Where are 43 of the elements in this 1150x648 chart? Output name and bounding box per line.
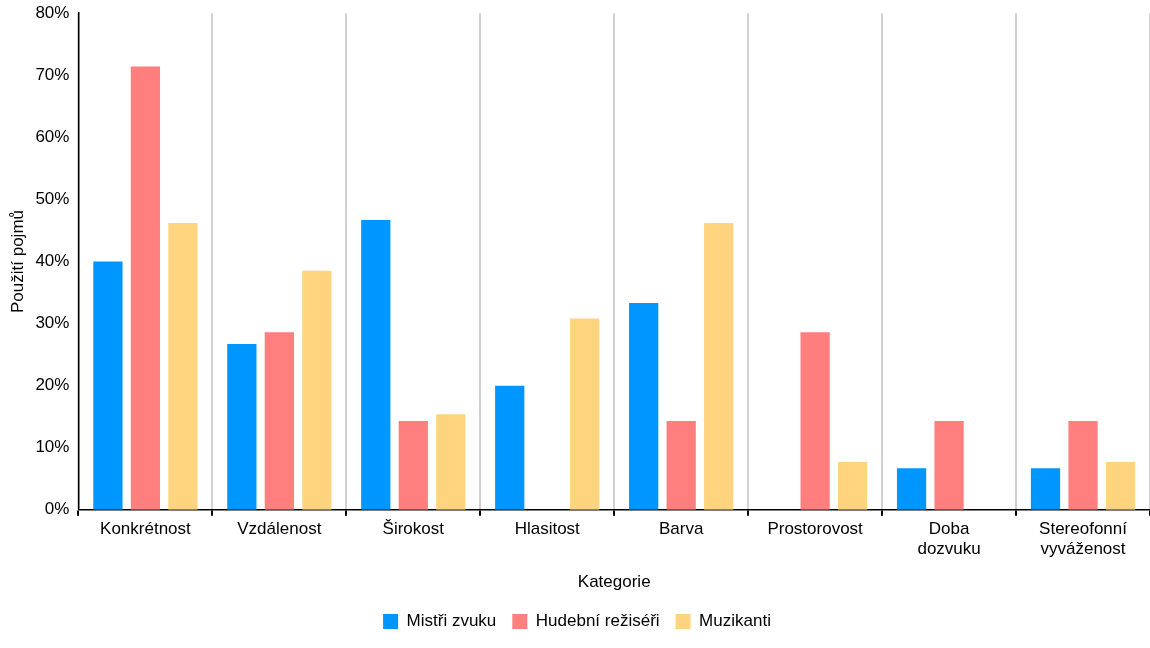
x-axis-title: Kategorie [577,572,651,592]
x-tick-label: Konkrétnost [100,518,192,538]
bar [398,421,428,510]
y-tick-label: 40% [35,251,70,271]
bar [934,421,964,510]
bar [896,468,927,510]
bar [495,385,525,510]
bar [704,223,734,510]
y-tick-label: 0% [44,499,70,519]
y-axis-title: Použití pojmů [7,210,27,313]
bar [1105,462,1136,510]
bar [629,303,659,510]
bar [1030,468,1061,510]
x-tick-label: Hlasitost [514,518,581,538]
bar [168,223,198,510]
bar [800,332,830,510]
bar [264,332,294,510]
x-tick-label: Doba dozvuku [917,518,981,559]
x-tick-label: Barva [658,518,704,538]
x-tick-label: Prostorovost [767,518,864,538]
x-tick-label: Stereofonní vyváženost [1039,518,1128,559]
bar [1068,421,1098,510]
y-tick-label: 80% [35,2,70,22]
y-tick-label: 50% [35,189,70,209]
y-tick-label: 60% [35,127,70,147]
bar [838,462,868,510]
x-tick-label: Vzdálenost [237,518,322,538]
y-tick-label: 20% [35,375,70,395]
bar [302,270,332,510]
bar [570,318,600,510]
legend-label: Mistři zvuku [406,611,497,631]
bar [436,414,466,510]
bar [227,344,257,510]
bar [666,421,696,510]
y-tick-label: 70% [35,64,70,84]
bar [93,261,123,510]
bar [361,219,391,510]
x-tick-label: Širokost [382,518,445,538]
legend-label: Muzikanti [699,611,771,631]
y-tick-label: 10% [35,437,70,457]
bar [130,66,161,510]
legend-label: Hudební režiséři [535,611,660,631]
y-tick-label: 30% [35,313,70,333]
